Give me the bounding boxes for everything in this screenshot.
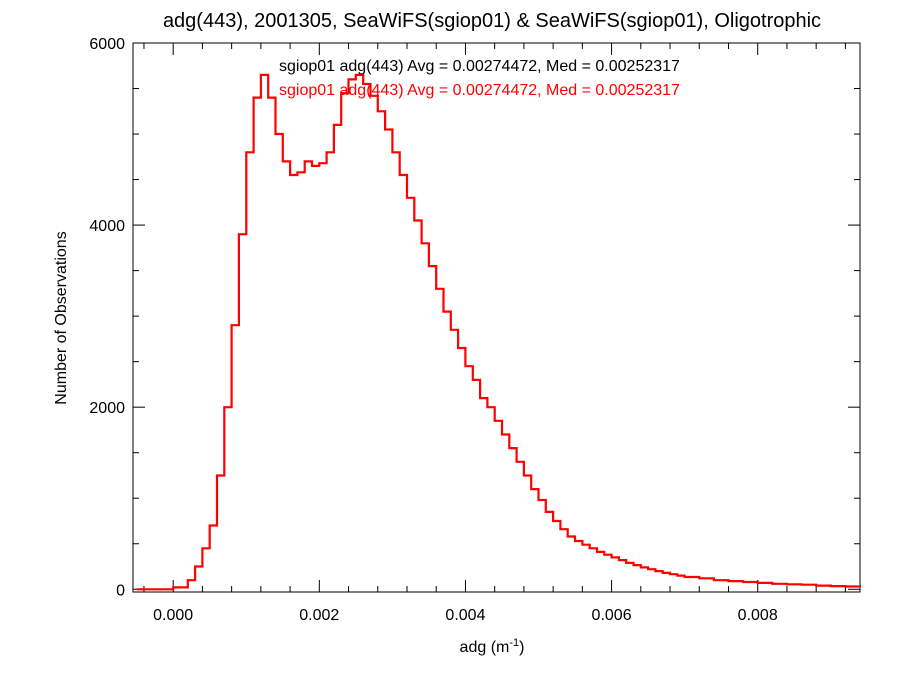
legend-entry-black: sgiop01 adg(443) Avg = 0.00274472, Med =… bbox=[279, 58, 680, 75]
y-tick-label: 2000 bbox=[89, 400, 125, 417]
y-axis-tick-labels: 0 2000 4000 6000 bbox=[89, 36, 125, 599]
plot-frame bbox=[132, 42, 861, 593]
x-tick-label: 0.006 bbox=[592, 607, 632, 624]
y-axis-label: Number of Observations bbox=[53, 231, 70, 404]
x-tick-label: 0.008 bbox=[738, 607, 778, 624]
x-tick-label: 0.002 bbox=[299, 607, 339, 624]
histogram-line bbox=[136, 73, 862, 591]
y-tick-label: 0 bbox=[116, 582, 125, 599]
x-tick-label: 0.004 bbox=[445, 607, 485, 624]
x-axis-label: adg (m-1) bbox=[460, 637, 525, 656]
y-axis-ticks bbox=[133, 42, 860, 590]
x-tick-label: 0.000 bbox=[153, 607, 193, 624]
y-tick-label: 4000 bbox=[89, 218, 125, 235]
chart-title: adg(443), 2001305, SeaWiFS(sgiop01) & Se… bbox=[163, 10, 821, 32]
x-axis-tick-labels: 0.000 0.002 0.004 0.006 0.008 bbox=[153, 607, 778, 624]
x-axis-ticks bbox=[143, 43, 846, 592]
histogram-series bbox=[136, 73, 862, 591]
y-tick-label: 6000 bbox=[89, 36, 125, 53]
legend-entry-red: sgiop01 adg(443) Avg = 0.00274472, Med =… bbox=[279, 82, 680, 99]
